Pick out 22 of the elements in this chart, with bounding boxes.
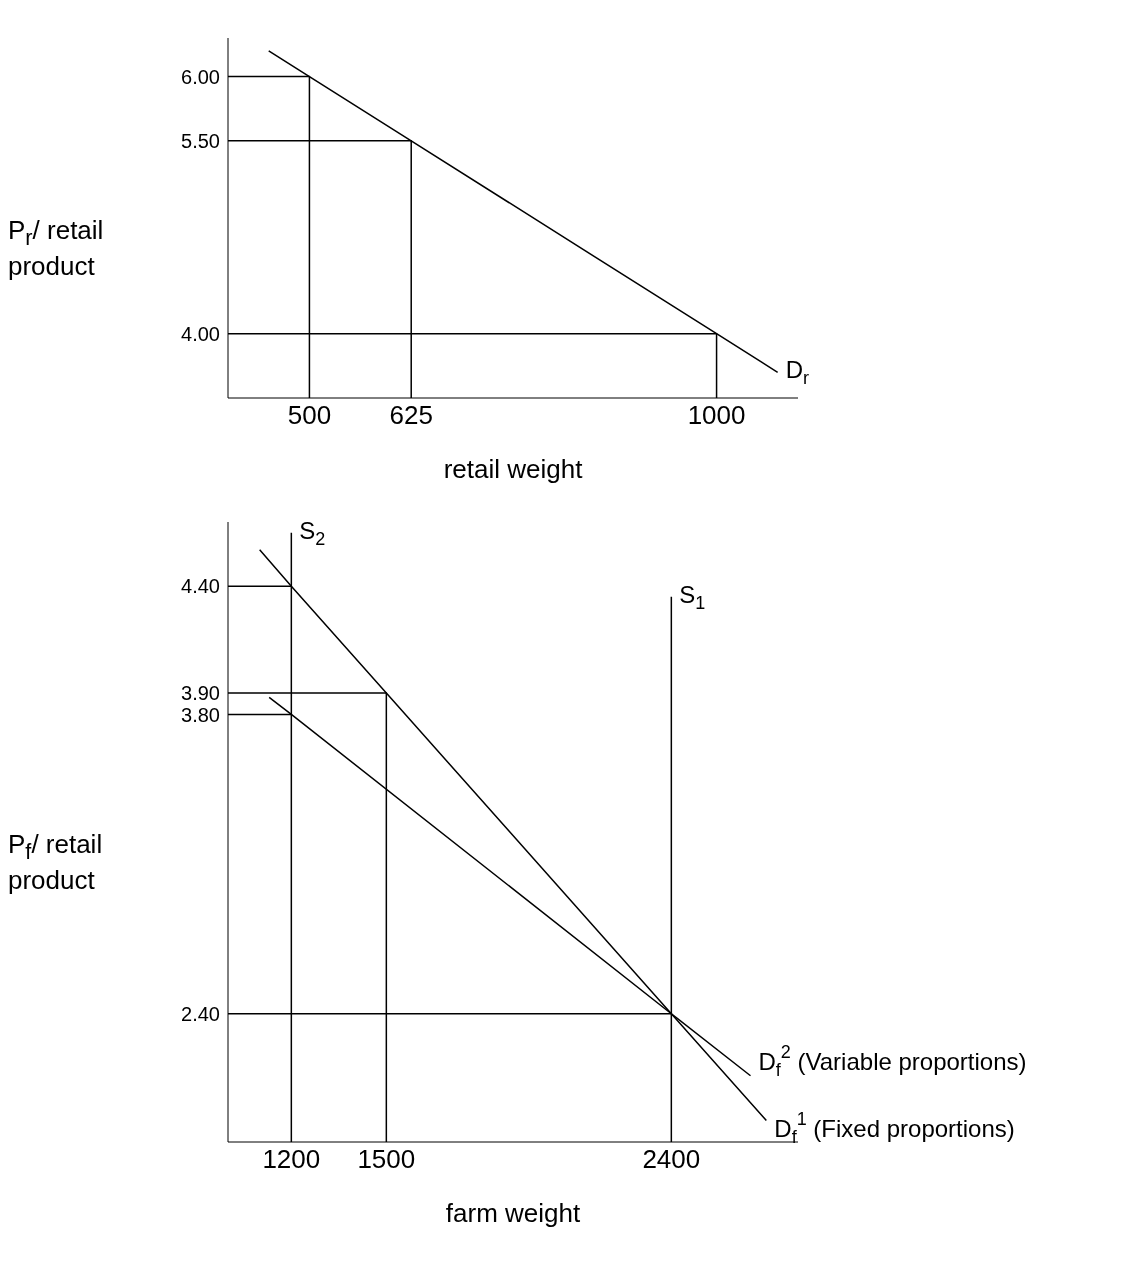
y-tick-label: 3.90 bbox=[181, 682, 220, 705]
y-tick-label: 6.00 bbox=[181, 65, 220, 88]
y-axis-title: P$_{f}$/ retail product bbox=[8, 828, 104, 896]
series-label: D$_{f}$$^{1}$ (Fixed proportions) bbox=[774, 1108, 1015, 1147]
x-axis-title: farm weight bbox=[445, 1198, 581, 1228]
series-label: S$_{2}$ bbox=[299, 517, 326, 549]
y-tick-label: 5.50 bbox=[181, 129, 220, 152]
y-tick-label: 4.40 bbox=[181, 575, 220, 598]
x-tick-label: 1000 bbox=[687, 400, 746, 431]
x-tick-label: 625 bbox=[389, 400, 433, 431]
x-tick-label: 1200 bbox=[262, 1144, 321, 1175]
y-axis-title: P$_{r}$/ retail product bbox=[8, 214, 105, 282]
x-tick-label: 1500 bbox=[357, 1144, 416, 1175]
series-label: D$_{r}$ bbox=[785, 356, 809, 389]
x-axis-title: retail weight bbox=[443, 454, 584, 484]
series-label: D$_{f}$$^{2}$ (Variable proportions) bbox=[758, 1041, 1027, 1080]
x-tick-label: 500 bbox=[287, 400, 332, 431]
y-tick-label: 3.80 bbox=[181, 703, 220, 726]
y-tick-label: 2.40 bbox=[181, 1002, 220, 1025]
y-tick-label: 4.00 bbox=[181, 322, 220, 345]
series-label: S$_{1}$ bbox=[679, 581, 706, 613]
x-tick-label: 2400 bbox=[642, 1144, 701, 1175]
